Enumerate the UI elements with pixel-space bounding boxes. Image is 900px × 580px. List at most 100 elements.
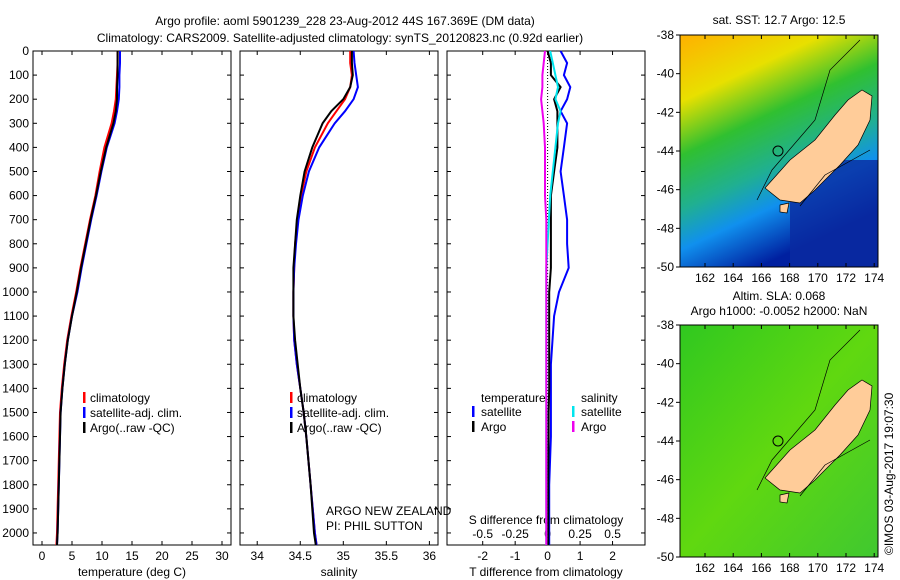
lon-tick-label: 170 [808,271,828,285]
y-tick-label: 0 [22,44,29,58]
x-axis-label: salinity [321,565,358,579]
legend-label: climatology [90,391,150,405]
legend-swatch [572,421,575,432]
legend-label: Argo(..raw -QC) [297,421,382,435]
series-satellite-adj-clim- [292,50,359,546]
x2-tick-label: 0.5 [604,527,621,541]
lon-tick-label: 166 [751,561,771,575]
lat-tick-label: -46 [657,473,675,487]
sla-map-title-2: Argo h1000: -0.0052 h2000: NaN [691,304,868,318]
x2-tick-label: 0.25 [568,527,592,541]
lon-tick-label: 172 [836,271,856,285]
lon-tick-label: 168 [780,561,800,575]
series-climatology [55,51,119,546]
lat-tick-label: -44 [657,144,675,158]
y-tick-label: 400 [9,140,29,154]
y-tick-label: 800 [9,237,29,251]
temperature-panel: 0100200300400500600700800900100011001200… [2,44,232,579]
x-tick-label: 20 [155,549,169,563]
sla-map: Altim. SLA: 0.068 Argo h1000: -0.0052 h2… [657,289,885,575]
plot-frame [32,50,232,546]
legend-label: Argo [581,420,607,434]
x-tick-label: 34.5 [289,549,313,563]
legend-label: Argo [481,420,507,434]
y-tick-label: 1100 [3,309,29,323]
bathymetry-contour [756,39,871,207]
lon-tick-label: 164 [723,561,743,575]
lon-tick-label: 162 [695,561,715,575]
legend-label: satellite-adj. clim. [297,406,389,420]
legend-label: satellite [581,405,622,419]
sst-map: sat. SST: 12.7 Argo: 12.5 -38 -40 -42 -44 -4… [657,13,885,285]
x-tick-label: 15 [125,549,139,563]
lat-tick-label: -42 [657,105,675,119]
annotation: PI: PHIL SUTTON [326,519,423,533]
y-tick-label: 2000 [2,526,29,540]
x-tick-label: 5 [69,549,76,563]
legend-swatch [290,422,293,433]
legend-label: climatology [297,391,357,405]
y-tick-label: 1500 [2,405,29,419]
x-tick-label: -2 [477,549,488,563]
y-tick-label: 600 [9,189,29,203]
y-tick-label: 1800 [2,478,29,492]
land-south-island [764,89,873,204]
lon-tick-label: 166 [751,271,771,285]
legend-swatch [83,407,86,418]
legend-swatch [290,407,293,418]
lon-tick-label: 168 [780,271,800,285]
lon-tick-label: 164 [723,271,743,285]
lat-tick-label: -48 [657,221,675,235]
legend-swatch [472,421,475,432]
legend-swatch [290,392,293,403]
y-tick-label: 200 [9,92,29,106]
series-argo-raw-qc- [292,51,354,546]
plot-frame [239,50,439,546]
lon-tick-label: 174 [864,561,884,575]
legend-swatch [83,422,86,433]
series-s-argo [540,50,548,545]
legend-label: satellite-adj. clim. [90,406,182,420]
x-tick-label: 10 [95,549,109,563]
y-tick-label: 700 [9,213,29,227]
lat-tick-label: -48 [657,511,675,525]
x-tick-label: 35 [337,549,351,563]
y-tick-label: 1000 [2,285,29,299]
salinity-panel: 34 34.5 35 35.5 36 salinity climatologysatelli… [239,50,452,579]
x-tick-label: 2 [609,549,616,563]
title-line-2: Climatology: CARS2009. Satellite-adjuste… [97,31,583,45]
difference-panel: -2 -1 0 1 2 T difference from climatology -0.5… [446,50,646,579]
lat-tick-label: -38 [657,318,675,332]
legend-label: Argo(..raw -QC) [90,421,175,435]
x-tick-label: 34 [251,549,265,563]
y-tick-label: 1200 [2,333,29,347]
lat-tick-label: -50 [657,550,675,564]
argo-float-marker [772,435,784,447]
legend-title-temperature: temperature [481,391,546,405]
annotation: ARGO NEW ZEALAND [326,504,452,518]
sst-map-title: sat. SST: 12.7 Argo: 12.5 [713,13,846,27]
sla-map-title-1: Altim. SLA: 0.068 [733,289,826,303]
lat-tick-label: -38 [657,28,675,42]
y-tick-label: 1700 [2,454,29,468]
x-tick-label: 35.5 [375,549,399,563]
x-tick-label: 1 [577,549,584,563]
x-axis-label: temperature (deg C) [78,565,186,579]
imos-credit: ©IMOS 03-Aug-2017 19:07:30 [882,392,896,555]
lon-tick-label: 174 [864,271,884,285]
lon-tick-label: 170 [808,561,828,575]
series-t-satellite [548,50,572,545]
x2-tick-label: -0.25 [501,527,529,541]
lat-tick-label: -40 [657,357,675,371]
lat-tick-label: -44 [657,434,675,448]
legend-title-salinity: salinity [581,391,618,405]
stewart-island [779,202,790,214]
y-tick-label: 1300 [2,357,29,371]
x-tick-label: 25 [185,549,199,563]
series-argo-raw-qc- [56,51,119,546]
y-tick-label: 1900 [2,502,29,516]
lat-tick-label: -42 [657,395,675,409]
x-tick-label: 36 [423,549,437,563]
y-tick-label: 300 [9,116,29,130]
